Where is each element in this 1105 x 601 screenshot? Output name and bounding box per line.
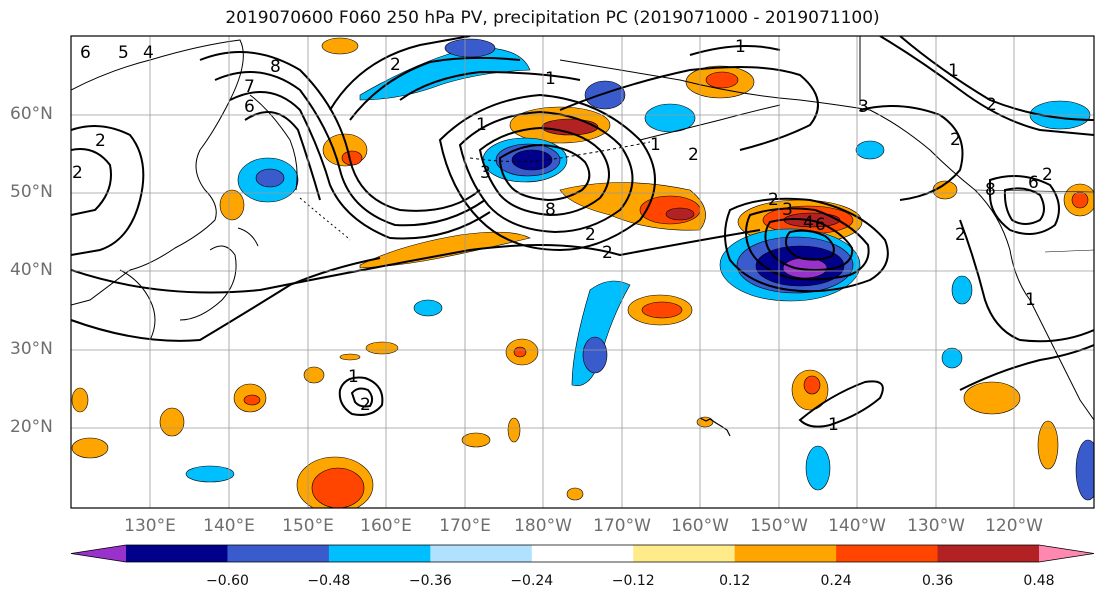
contour-label: 1 [545, 69, 556, 89]
contour-label: 1 [650, 135, 661, 155]
colorbar-segment [836, 545, 939, 562]
lat-label: 30°N [10, 339, 53, 359]
contour-label: 2 [72, 163, 83, 183]
lon-label: 130°E [124, 516, 176, 536]
lat-label: 50°N [10, 182, 53, 202]
lat-label: 60°N [10, 104, 53, 124]
lon-label: 170°W [593, 516, 651, 536]
lon-label: 170°E [439, 516, 491, 536]
contour-label: 3 [858, 97, 869, 117]
colorbar-segment [227, 545, 330, 562]
contour-label: 8 [985, 180, 996, 200]
colorbar-tick-label: 0.36 [921, 573, 954, 589]
contour-label: 8 [270, 57, 281, 77]
contour-label: 6 [1028, 173, 1039, 193]
lon-label: 180°W [514, 516, 572, 536]
contour-label: 1 [1025, 290, 1036, 310]
contour-label-group: 6 5 4 8 7 6 2 2 1 1 1 2 8 2 2 3 2 3 1 2 … [72, 37, 1053, 435]
lon-label: 160°W [671, 516, 729, 536]
map-area [71, 36, 1094, 508]
colorbar-tick-label: −0.60 [205, 573, 249, 589]
map-title: 2019070600 F060 250 hPa PV, precipitatio… [225, 8, 880, 28]
colorbar-tick-label: −0.12 [611, 573, 655, 589]
lat-label: 20°N [10, 417, 53, 437]
colorbar-tick-label: −0.48 [307, 573, 351, 589]
contour-label: 4 [803, 213, 814, 233]
colorbar-segment [937, 545, 1040, 562]
contour-label: 6 [80, 43, 91, 63]
contour-label: 6 [244, 97, 255, 117]
contour-label: 2 [1042, 165, 1053, 185]
contour-label: 1 [948, 61, 959, 81]
contour-label: 2 [95, 131, 106, 151]
contour-label: 2 [768, 190, 779, 210]
contour-label: 1 [735, 37, 746, 57]
contour-label: 2 [360, 395, 371, 415]
lon-label: 150°W [750, 516, 808, 536]
colorbar-tick-label: 0.24 [820, 573, 852, 589]
lon-label: 130°W [907, 516, 965, 536]
contour-label: 2 [688, 145, 699, 165]
colorbar-extend-low [71, 545, 126, 562]
contour-label: 4 [143, 43, 154, 63]
colorbar-segment [126, 545, 228, 562]
colorbar-tick-label: −0.36 [408, 573, 452, 589]
contour-label: 2 [950, 130, 961, 150]
contour-label: 1 [828, 415, 839, 435]
colorbar-segment [734, 545, 837, 562]
colorbar-extend-high [1039, 545, 1094, 562]
lon-label: 120°W [985, 516, 1043, 536]
map-frame [70, 35, 1095, 509]
contour-label: 3 [480, 163, 491, 183]
contour-label: 8 [545, 200, 556, 220]
colorbar-tick-label: 0.12 [719, 573, 751, 589]
pv-contours [71, 36, 1094, 428]
graticule [71, 36, 1094, 508]
contour-label: 2 [602, 243, 613, 263]
colorbar-segment [328, 545, 431, 562]
colorbar-tick-label: −0.24 [510, 573, 554, 589]
colorbar-segment [531, 545, 634, 562]
lat-label: 40°N [10, 260, 53, 280]
contour-label: 2 [585, 225, 596, 245]
contour-label: 7 [244, 77, 255, 97]
contour-label: 3 [782, 200, 793, 220]
precip-shading [71, 37, 1094, 508]
colorbar-outline [70, 544, 1095, 563]
lon-label: 160°E [360, 516, 412, 536]
lon-label: 140°W [828, 516, 886, 536]
contour-label: 1 [476, 115, 487, 135]
contour-label: 2 [390, 55, 401, 75]
contour-label: 1 [348, 367, 359, 387]
colorbar-segment [430, 545, 533, 562]
colorbar-segment [633, 545, 736, 562]
lon-label: 150°E [282, 516, 334, 536]
contour-label: 2 [955, 225, 966, 245]
contour-label: 6 [815, 215, 826, 235]
colorbar [70, 544, 1095, 563]
contour-label: 2 [986, 95, 997, 115]
lon-label: 140°E [203, 516, 255, 536]
colorbar-tick-label: 0.48 [1023, 573, 1055, 589]
contour-label: 5 [118, 43, 129, 63]
